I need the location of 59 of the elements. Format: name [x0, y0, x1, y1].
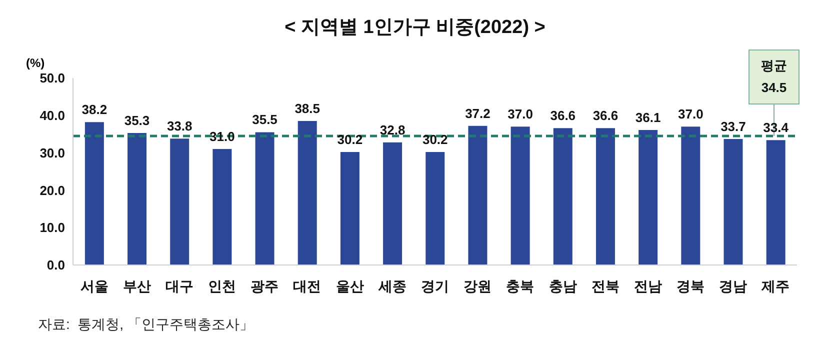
bar [298, 121, 317, 265]
y-tick-label: 20.0 [40, 182, 65, 198]
bar [510, 126, 530, 265]
bar [170, 138, 190, 265]
x-tick-label: 광주 [250, 278, 279, 294]
x-tick-label: 전남 [634, 278, 662, 294]
data-label: 33.4 [763, 120, 790, 136]
x-tick-label: 부산 [122, 278, 151, 294]
data-label: 37.0 [678, 106, 704, 122]
data-label: 35.5 [252, 112, 278, 128]
bar [383, 142, 402, 265]
x-tick-label: 서울 [80, 278, 108, 294]
x-tick-label: 경기 [421, 278, 449, 294]
x-tick-label: 강원 [464, 278, 492, 294]
y-axis-title: (%) [26, 56, 45, 70]
x-tick-label: 전북 [591, 278, 620, 294]
data-label: 33.7 [720, 118, 746, 134]
data-label: 32.8 [380, 122, 406, 138]
bar [212, 149, 232, 265]
bar [681, 126, 700, 265]
y-tick-label: 30.0 [40, 145, 65, 160]
data-label: 38.2 [82, 102, 108, 118]
bar [255, 132, 274, 265]
y-tick-label: 10.0 [40, 220, 65, 236]
data-label: 35.3 [124, 112, 150, 128]
x-tick-label: 세종 [377, 278, 406, 294]
x-tick-label: 대구 [165, 278, 194, 294]
data-label: 30.2 [422, 132, 448, 148]
ref-line-label: 평균 34.5 [761, 58, 787, 95]
bar [596, 128, 615, 265]
y-tick-label: 50.0 [40, 70, 65, 86]
bar [340, 152, 360, 265]
y-tick-label: 40.0 [40, 108, 65, 124]
data-label: 36.6 [550, 108, 576, 124]
data-label: 37.0 [508, 106, 533, 122]
bar [84, 122, 104, 265]
data-label: 36.1 [635, 110, 661, 125]
x-tick-label: 경북 [676, 278, 705, 294]
data-label: 37.2 [465, 106, 490, 121]
x-tick-label: 인천 [208, 278, 236, 294]
x-tick-label: 제주 [760, 278, 790, 294]
bar [553, 128, 572, 265]
bar [638, 130, 658, 265]
text: 자료: 통계청, 「인구주택총조사」 [37, 316, 254, 334]
bar [426, 152, 445, 265]
data-label: 38.5 [294, 101, 320, 116]
x-tick-label: 충북 [506, 278, 534, 294]
x-tick-label: 경남 [719, 278, 748, 294]
data-label: 33.8 [166, 118, 192, 134]
chart-title: < 지역별 1인가구 비중(2022) > [284, 16, 546, 40]
x-tick-label: 대전 [293, 278, 322, 294]
bar [128, 132, 147, 265]
data-label: 36.6 [592, 108, 618, 124]
x-tick-label: 충남 [548, 278, 577, 294]
y-tick-label: 0.0 [46, 258, 65, 273]
bar [766, 140, 786, 265]
bar [724, 138, 743, 265]
bar [468, 126, 488, 265]
x-tick-label: 울산 [336, 278, 364, 294]
